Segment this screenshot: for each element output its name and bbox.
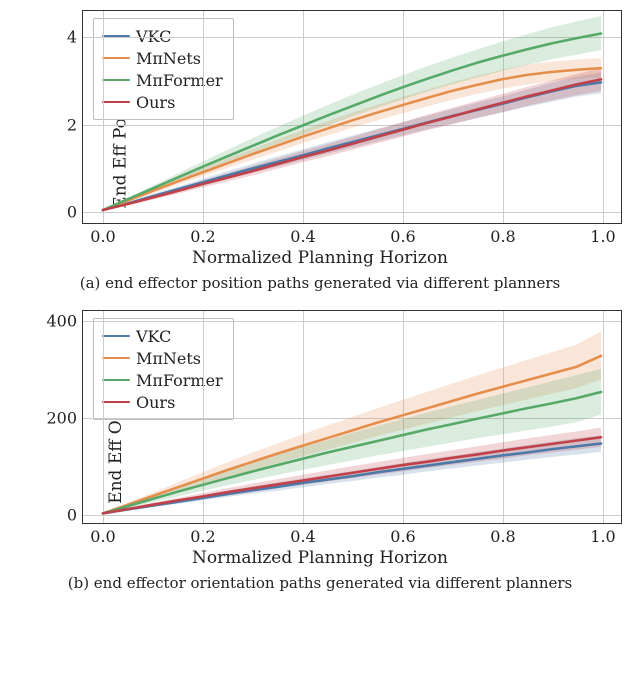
ytick-label: 200 <box>46 409 83 428</box>
chart-a-svg <box>83 11 621 223</box>
ytick-label: 400 <box>46 311 83 330</box>
xtick-label: 0.2 <box>190 223 215 246</box>
chart-b: End Eff Ori. Path (°) VKCMπNetsMπFormerO… <box>10 310 630 606</box>
chart-b-plot-area: End Eff Ori. Path (°) VKCMπNetsMπFormerO… <box>82 310 622 524</box>
figure-container: End Eff Pos. Path (m) VKCMπNetsMπFormerO… <box>10 10 630 606</box>
chart-b-svg <box>83 311 621 523</box>
ytick-label: 4 <box>67 28 83 47</box>
xtick-label: 0.8 <box>490 523 515 546</box>
ytick-label: 2 <box>67 115 83 134</box>
chart-a-plot-area: End Eff Pos. Path (m) VKCMπNetsMπFormerO… <box>82 10 622 224</box>
chart-a-xlabel: Normalized Planning Horizon <box>10 248 630 268</box>
xtick-label: 0.4 <box>290 523 315 546</box>
chart-a: End Eff Pos. Path (m) VKCMπNetsMπFormerO… <box>10 10 630 306</box>
chart-b-caption: (b) end effector orientation paths gener… <box>10 574 630 592</box>
xtick-label: 0.0 <box>90 523 115 546</box>
chart-a-caption: (a) end effector position paths generate… <box>10 274 630 292</box>
ytick-label: 0 <box>67 506 83 525</box>
xtick-label: 0.6 <box>390 523 415 546</box>
xtick-label: 1.0 <box>590 523 615 546</box>
ytick-label: 0 <box>67 202 83 221</box>
chart-b-xlabel: Normalized Planning Horizon <box>10 548 630 568</box>
xtick-label: 0.4 <box>290 223 315 246</box>
xtick-label: 0.6 <box>390 223 415 246</box>
xtick-label: 0.2 <box>190 523 215 546</box>
xtick-label: 1.0 <box>590 223 615 246</box>
xtick-label: 0.0 <box>90 223 115 246</box>
xtick-label: 0.8 <box>490 223 515 246</box>
